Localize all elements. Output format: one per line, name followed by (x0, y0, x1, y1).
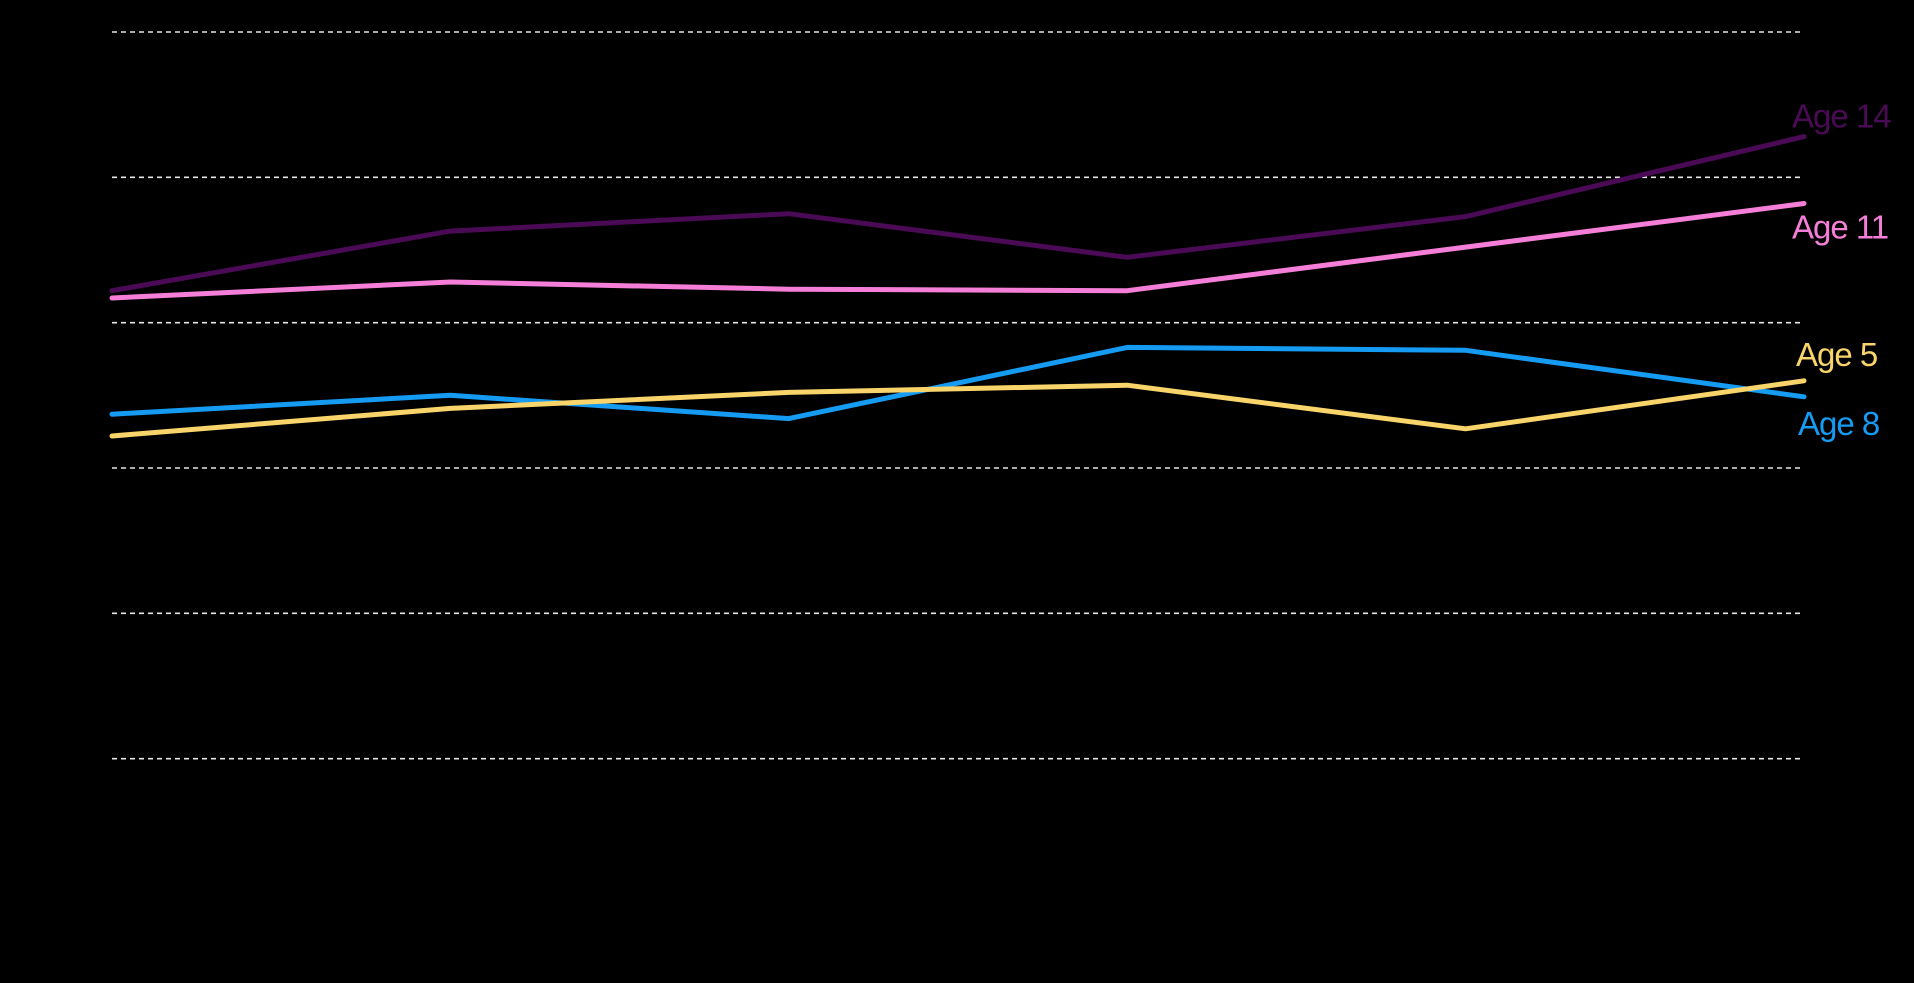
series-label-age-11: Age 11 (1792, 208, 1888, 245)
series-lines (109, 134, 1807, 439)
series-line-age-14 (109, 134, 1807, 294)
series-labels: Age 14 Age 11 Age 5 Age 8 (1792, 98, 1892, 442)
series-line-age-5 (109, 378, 1807, 439)
series-line-age-8 (109, 344, 1807, 422)
series-label-age-14: Age 14 (1792, 98, 1891, 135)
gridlines (112, 31, 1804, 760)
series-label-age-5: Age 5 (1796, 336, 1877, 373)
series-line-age-11 (109, 201, 1807, 301)
series-label-age-8: Age 8 (1798, 405, 1879, 442)
